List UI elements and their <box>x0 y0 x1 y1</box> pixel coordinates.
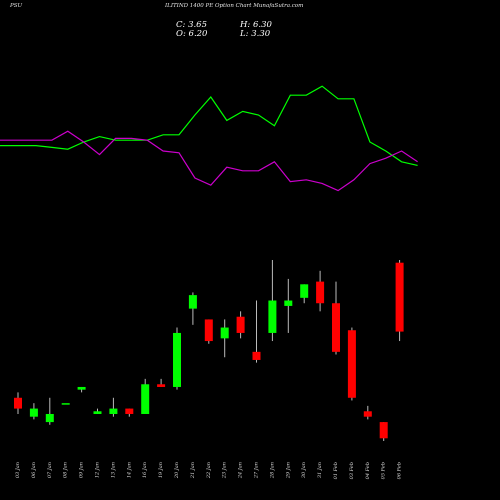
candle <box>316 270 325 312</box>
x-axis-tick-label: 21 Jan <box>190 462 196 479</box>
x-axis-tick-label: 01 Feb <box>333 462 339 479</box>
candle-body-up <box>220 327 229 339</box>
candle-body-down <box>395 262 404 332</box>
x-axis-tick-label: 23 Jan <box>222 462 228 479</box>
x-axis-tick-label: 03 Jan <box>15 462 21 478</box>
x-axis-tick-label: 06 Jan <box>31 462 37 478</box>
chart-title: ILITIND 1400 PE Option Chart MunafaSutra… <box>165 3 304 9</box>
x-axis-tick-label: 06 Feb <box>397 462 403 479</box>
x-axis-tick-label: 08 Jan <box>63 462 69 478</box>
candle <box>379 422 388 441</box>
x-axis-tick-label: 19 Jan <box>158 462 164 478</box>
x-axis-tick-label: 07 Jan <box>47 462 53 478</box>
candle-body-down <box>204 319 213 342</box>
candle-body-down <box>14 397 22 409</box>
close-value: C: 3.65 <box>176 20 207 30</box>
x-axis-tick-label: 22 Jan <box>206 462 212 479</box>
candle <box>363 405 372 420</box>
magenta-indicator-line <box>0 130 418 192</box>
candle-body-up <box>188 295 197 309</box>
open-value: O: 6.20 <box>176 29 208 39</box>
candle <box>61 403 70 405</box>
header-exchange-label: PSU <box>10 3 23 9</box>
x-axis-tick-label: 03 Feb <box>349 462 355 479</box>
candle <box>236 311 245 339</box>
candle <box>204 319 213 344</box>
candle-body-up <box>173 332 181 387</box>
candle <box>220 319 229 358</box>
candle-body-up <box>284 300 293 306</box>
candle-body-up <box>61 403 70 405</box>
candle-body-up <box>45 413 54 423</box>
x-axis-tick-label: 28 Jan <box>269 462 275 479</box>
x-axis-tick-label: 14 Jan <box>126 462 132 478</box>
candle-body-down <box>125 408 134 414</box>
x-axis-tick-label: 31 Jan <box>317 462 323 478</box>
candle-body-up <box>77 386 86 390</box>
candle-body-down <box>316 281 325 304</box>
x-axis-tick-label: 29 Jan <box>285 462 291 479</box>
candle-body-down <box>332 303 340 352</box>
indicator-lines-panel <box>0 85 418 192</box>
candle-body-up <box>109 408 118 414</box>
candle <box>268 260 277 342</box>
x-axis-tick-label: 24 Jan <box>238 462 244 479</box>
candle <box>157 378 166 387</box>
candle <box>173 327 181 390</box>
candle <box>125 408 134 417</box>
candle <box>109 397 118 417</box>
x-axis-tick-label: 30 Jan <box>301 462 307 478</box>
candle-body-down <box>236 316 245 333</box>
candle <box>347 327 356 401</box>
candle-body-down <box>379 422 388 439</box>
candle-body-up <box>300 284 309 298</box>
x-axis-tick-label: 27 Jan <box>254 462 260 479</box>
candle-body-up <box>268 300 277 333</box>
candle <box>284 278 293 333</box>
candlestick-panel <box>14 260 404 441</box>
x-axis-tick-label: 20 Jan <box>174 462 180 479</box>
candle-body-up <box>29 408 38 417</box>
x-axis-tick-label: 09 Jan <box>79 462 85 478</box>
x-axis-tick-label: 04 Feb <box>365 462 371 479</box>
x-axis-tick-label: 05 Feb <box>381 462 387 479</box>
x-axis-tick-label: 13 Jan <box>110 462 116 478</box>
green-indicator-line <box>0 85 418 166</box>
candle-body-down <box>347 330 356 398</box>
candle <box>29 403 38 420</box>
candle-body-down <box>157 384 166 387</box>
candle <box>45 397 54 425</box>
candle <box>93 408 102 414</box>
candle-body-down <box>252 351 261 360</box>
candle-body-down <box>363 411 372 417</box>
x-axis-labels: 03 Jan 06 Jan 07 Jan 08 Jan 09 Jan 12 Jan 13 J… <box>15 462 403 479</box>
x-axis-tick-label: 16 Jan <box>142 462 148 478</box>
candle <box>188 292 197 325</box>
candle <box>395 260 404 342</box>
candle <box>300 284 309 304</box>
high-value: H: 6.30 <box>240 20 272 30</box>
candle-body-up <box>141 384 150 414</box>
x-axis-tick-label: 12 Jan <box>95 462 101 478</box>
candle <box>252 300 261 363</box>
candle-body-up <box>93 411 102 414</box>
candle <box>77 386 86 393</box>
low-value: L: 3.30 <box>240 29 271 39</box>
candle <box>14 392 22 414</box>
candle <box>332 281 340 355</box>
candle <box>141 378 150 414</box>
